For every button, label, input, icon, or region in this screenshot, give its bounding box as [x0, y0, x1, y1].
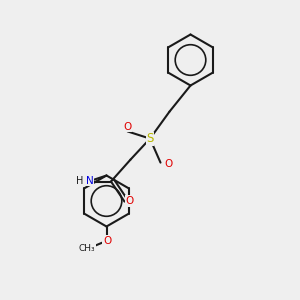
Text: O: O [126, 196, 134, 206]
Text: H: H [76, 176, 83, 186]
Text: O: O [103, 236, 111, 246]
Text: O: O [164, 159, 172, 169]
Text: O: O [123, 122, 132, 132]
Text: CH₃: CH₃ [79, 244, 95, 253]
Text: N: N [86, 176, 94, 186]
Text: S: S [146, 132, 154, 145]
